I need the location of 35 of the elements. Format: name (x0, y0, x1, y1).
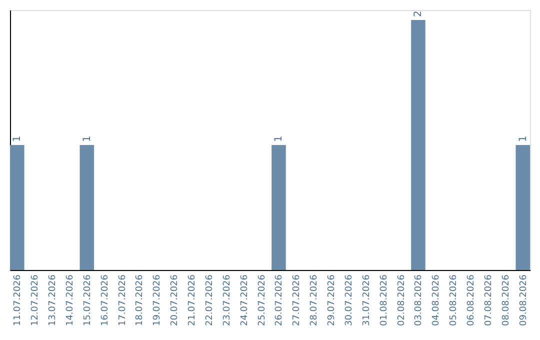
data-label: 1 (82, 136, 93, 142)
x-tick-label: 29.07.2026 (327, 274, 338, 326)
x-tick-label: 24.07.2026 (240, 274, 250, 326)
x-tick-label: 17.07.2026 (118, 274, 128, 326)
data-label: 1 (274, 136, 285, 142)
x-tick-label: 03.08.2026 (414, 274, 424, 326)
data-label: 2 (413, 10, 424, 17)
x-tick-label: 27.07.2026 (292, 274, 302, 326)
x-tick-label: 06.08.2026 (466, 274, 477, 326)
x-tick-label: 21.07.2026 (188, 274, 198, 326)
x-tick-label: 25.07.2026 (257, 274, 268, 326)
x-tick-label: 11.07.2026 (13, 274, 24, 326)
x-tick-label: 22.07.2026 (204, 274, 215, 326)
x-tick-label: 08.08.2026 (501, 274, 512, 326)
x-tick-label: 23.07.2026 (222, 274, 232, 326)
x-tick-label: 31.07.2026 (362, 274, 372, 326)
x-tick-label: 13.07.2026 (48, 274, 58, 326)
x-tick-label: 19.07.2026 (152, 274, 163, 326)
x-tick-label: 02.08.2026 (396, 274, 407, 326)
x-tick-label: 04.08.2026 (432, 274, 442, 326)
x-tick-label: 07.08.2026 (484, 274, 494, 326)
x-tick-label: 16.07.2026 (100, 274, 110, 326)
x-tick-label: 12.07.2026 (30, 274, 41, 326)
x-tick-label: 28.07.2026 (310, 274, 320, 326)
x-tick-label: 05.08.2026 (449, 274, 460, 326)
x-tick-label: 14.07.2026 (65, 274, 76, 326)
x-tick-label: 09.08.2026 (518, 274, 529, 326)
x-tick-label: 20.07.2026 (170, 274, 180, 326)
x-tick-label: 30.07.2026 (344, 274, 354, 326)
x-tick-label: 15.07.2026 (82, 274, 93, 326)
data-label: 1 (518, 136, 529, 142)
data-label: 1 (12, 136, 24, 142)
x-tick-label: 26.07.2026 (274, 274, 285, 326)
x-tick-label: 01.08.2026 (379, 274, 390, 326)
x-tick-label: 18.07.2026 (135, 274, 146, 326)
